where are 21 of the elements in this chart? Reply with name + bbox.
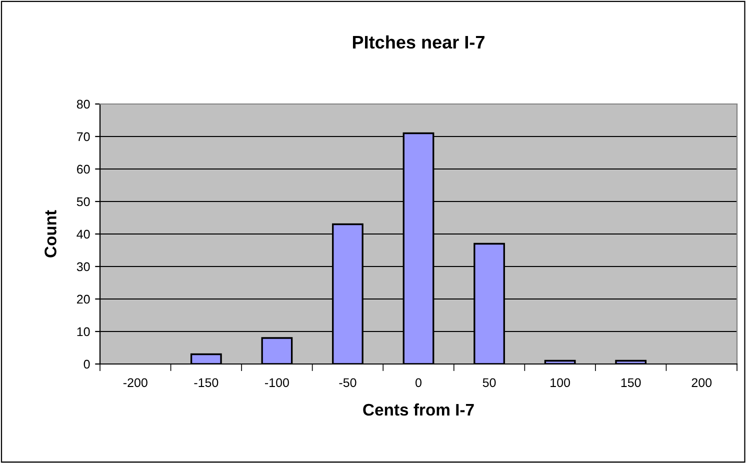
x-tick-label: 150: [621, 378, 641, 388]
y-tick-label: 0: [84, 360, 90, 369]
y-axis-title: Count: [44, 210, 56, 258]
y-tick-label: 50: [76, 197, 90, 206]
x-axis-title: Cents from I-7: [363, 403, 474, 416]
x-tick-label: -100: [264, 378, 289, 388]
x-tick-label: -150: [194, 378, 218, 388]
y-tick-label: 80: [76, 100, 90, 109]
y-tick-label: 40: [76, 230, 90, 239]
x-tick-label: 200: [692, 378, 712, 388]
y-tick-label: 60: [77, 164, 90, 174]
x-tick-label: 100: [550, 378, 570, 388]
y-tick-label: 20: [77, 294, 90, 304]
y-tick-label: 70: [77, 132, 90, 142]
x-tick-label: 50: [482, 378, 496, 388]
y-tick-label: 10: [77, 327, 90, 336]
chart-title: PItches near I-7: [352, 35, 484, 49]
y-tick-label: 30: [76, 262, 90, 272]
x-tick-label: 0: [416, 378, 422, 388]
x-tick-label: -200: [123, 378, 148, 388]
x-tick-label: -50: [339, 378, 356, 388]
